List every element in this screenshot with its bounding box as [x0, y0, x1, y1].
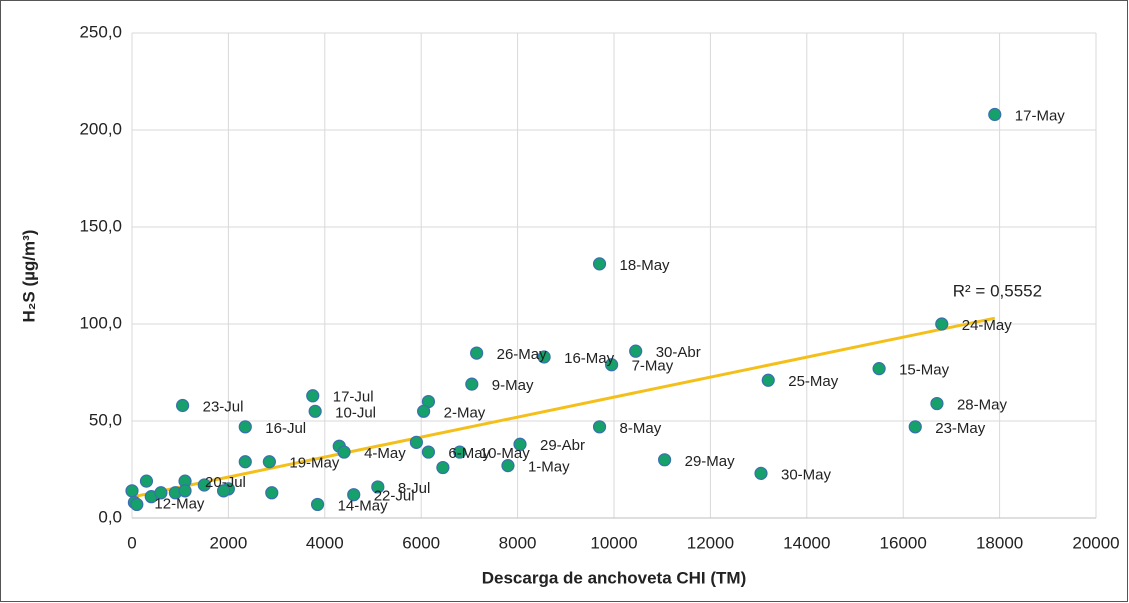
data-label: 1-May — [528, 459, 570, 476]
data-label: 17-Jul — [333, 389, 374, 406]
point — [470, 346, 484, 360]
point — [310, 497, 325, 512]
data-label: 28-May — [957, 397, 1008, 414]
data-label: 19-May — [289, 455, 340, 472]
data-label: 16-May — [564, 350, 615, 367]
x-tick-label: 6000 — [402, 533, 440, 552]
point — [908, 420, 922, 434]
point — [604, 358, 619, 372]
trendline-label: R² = 0,5552 — [953, 282, 1042, 301]
point — [421, 445, 436, 459]
x-tick-label: 16000 — [880, 533, 927, 552]
data-label: 22-Jul — [374, 488, 415, 505]
y-tick-label: 250,0 — [79, 22, 122, 41]
point — [592, 420, 607, 434]
point — [337, 445, 351, 459]
point — [436, 460, 450, 475]
x-tick-label: 18000 — [976, 533, 1023, 552]
point — [658, 453, 672, 467]
trendline — [131, 316, 996, 499]
point — [465, 377, 479, 391]
data-label: 25-May — [788, 373, 839, 390]
x-tick-label: 8000 — [499, 533, 537, 552]
y-tick-label: 0,0 — [98, 507, 122, 526]
data-label: 8-Jul — [398, 480, 431, 497]
data-label: 20-Jul — [205, 474, 246, 491]
point — [262, 455, 276, 469]
data-label: 10-May — [480, 445, 531, 462]
point — [754, 466, 768, 480]
point — [176, 398, 190, 413]
y-tick-label: 100,0 — [79, 313, 122, 332]
point — [501, 459, 515, 473]
point — [629, 344, 643, 358]
x-tick-label: 10000 — [590, 533, 637, 552]
data-label: 6-May — [448, 445, 490, 462]
data-label: 26-May — [497, 346, 548, 363]
data-label: 29-Abr — [540, 437, 585, 454]
point — [238, 420, 252, 434]
data-label: 30-Abr — [656, 344, 701, 361]
point — [371, 480, 385, 494]
x-tick-label: 4000 — [306, 533, 344, 552]
point — [125, 484, 139, 498]
data-label: 29-May — [685, 453, 736, 470]
data-label: 12-May — [154, 495, 205, 512]
data-label: 10-Jul — [335, 404, 376, 421]
point — [872, 362, 886, 376]
point — [513, 437, 527, 451]
point — [417, 404, 431, 418]
point — [537, 350, 551, 364]
x-axis-title: Descarga de anchoveta CHI (TM) — [482, 568, 747, 587]
data-label: 23-May — [935, 420, 986, 437]
data-label: 9-May — [492, 377, 534, 394]
point — [308, 404, 322, 418]
data-label: 15-May — [899, 362, 950, 379]
data-label: 4-May — [364, 445, 406, 462]
data-label: 17-May — [1015, 107, 1066, 124]
data-label: 30-May — [781, 466, 832, 483]
data-label: 14-May — [338, 497, 389, 514]
point — [197, 478, 211, 492]
point — [178, 484, 192, 498]
point — [216, 484, 231, 498]
x-tick-label: 2000 — [209, 533, 247, 552]
y-axis-title: H₂S (µg/m³) — [19, 230, 38, 323]
y-tick-label: 50,0 — [89, 410, 122, 429]
y-tick-label: 150,0 — [79, 216, 122, 235]
point — [988, 107, 1002, 122]
data-label: 8-May — [620, 420, 662, 437]
point — [130, 497, 144, 512]
point — [154, 486, 168, 500]
data-label: 16-Jul — [265, 420, 306, 437]
y-tick-label: 200,0 — [79, 119, 122, 138]
data-label: 23-Jul — [203, 398, 244, 415]
point — [265, 486, 279, 500]
point — [409, 435, 423, 449]
x-tick-label: 14000 — [783, 533, 830, 552]
point — [592, 257, 607, 271]
point — [238, 455, 252, 469]
data-label: 18-May — [620, 257, 671, 274]
point — [347, 488, 361, 502]
point — [930, 396, 944, 411]
point — [453, 445, 467, 459]
data-label: 7-May — [632, 358, 674, 375]
point — [139, 474, 154, 488]
data-label: 24-May — [962, 317, 1013, 334]
data-label: 2-May — [444, 404, 486, 421]
x-tick-label: 0 — [127, 533, 136, 552]
x-tick-label: 20000 — [1072, 533, 1119, 552]
point — [761, 373, 775, 387]
point — [935, 317, 949, 331]
point — [306, 389, 320, 403]
x-tick-label: 12000 — [687, 533, 734, 552]
